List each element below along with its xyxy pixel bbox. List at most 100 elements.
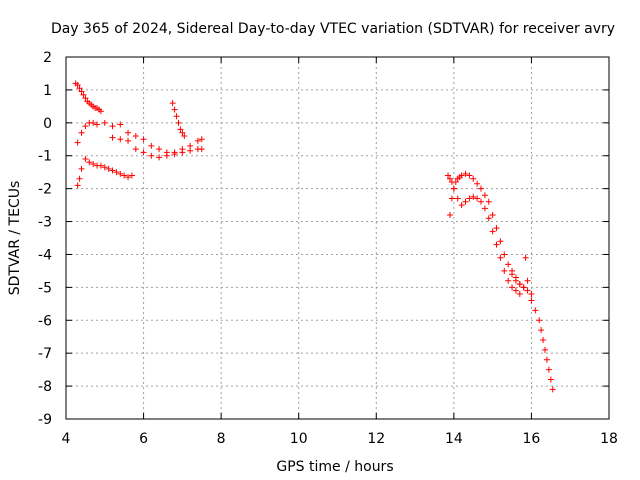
x-tick-label: 4: [62, 431, 71, 447]
data-point: [512, 274, 519, 281]
data-point: [194, 137, 201, 144]
data-point: [140, 149, 147, 156]
y-tick-label: -8: [38, 379, 52, 395]
y-tick-label: -4: [38, 247, 52, 263]
data-point: [524, 287, 531, 294]
data-point: [117, 170, 124, 177]
data-point: [117, 121, 124, 128]
data-point: [80, 91, 87, 98]
data-point: [109, 134, 116, 141]
data-points: [72, 80, 556, 393]
data-point: [179, 129, 186, 136]
data-point: [540, 337, 547, 344]
data-point: [97, 162, 104, 169]
data-point: [493, 225, 500, 232]
data-point: [169, 100, 176, 107]
data-point: [470, 193, 477, 200]
data-point: [520, 284, 527, 291]
data-point: [448, 179, 455, 186]
data-point: [140, 136, 147, 143]
data-series: [509, 254, 556, 393]
data-point: [462, 170, 469, 177]
x-tick-label: 16: [523, 431, 541, 447]
data-point: [171, 106, 178, 113]
data-point: [78, 165, 85, 172]
data-point: [448, 195, 455, 202]
data-series: [74, 119, 205, 158]
data-point: [538, 327, 545, 334]
data-point: [171, 149, 178, 156]
y-tick-label: -6: [38, 313, 52, 329]
data-point: [481, 192, 488, 199]
data-point: [148, 142, 155, 149]
data-point: [512, 287, 519, 294]
data-point: [522, 254, 529, 261]
y-tick-label: -7: [38, 346, 52, 362]
data-point: [82, 95, 89, 102]
data-point: [485, 215, 492, 222]
data-point: [97, 108, 104, 115]
data-point: [458, 172, 465, 179]
data-point: [78, 129, 85, 136]
data-point: [505, 277, 512, 284]
data-series: [445, 172, 523, 297]
data-point: [542, 346, 549, 353]
data-point: [86, 159, 93, 166]
plot-frame: [65, 56, 610, 420]
y-axis-ticks: 2 1 0 -1 -2 -3 -4 -5 -6 -7 -8 -9: [38, 50, 609, 428]
data-point: [156, 146, 163, 153]
y-tick-label: -2: [38, 182, 52, 198]
data-point: [549, 386, 556, 393]
data-point: [109, 123, 116, 130]
data-point: [198, 146, 205, 153]
data-point: [132, 146, 139, 153]
data-point: [497, 254, 504, 261]
data-point: [121, 172, 128, 179]
data-point: [82, 156, 89, 163]
data-point: [478, 185, 485, 192]
data-point: [509, 267, 516, 274]
data-point: [466, 172, 473, 179]
data-point: [90, 160, 97, 167]
data-point: [125, 137, 132, 144]
data-point: [74, 81, 81, 88]
data-point: [113, 169, 120, 176]
data-point: [536, 317, 543, 324]
data-point: [462, 198, 469, 205]
data-point: [175, 119, 182, 126]
data-point: [450, 185, 457, 192]
data-point: [156, 154, 163, 161]
data-point: [497, 238, 504, 245]
data-point: [177, 126, 184, 133]
data-point: [547, 376, 554, 383]
x-tick-label: 14: [445, 431, 463, 447]
data-point: [187, 142, 194, 149]
data-point: [76, 85, 83, 92]
data-point: [474, 195, 481, 202]
data-point: [125, 129, 132, 136]
data-point: [485, 198, 492, 205]
x-tick-label: 18: [600, 431, 618, 447]
data-point: [105, 165, 112, 172]
data-point: [117, 136, 124, 143]
x-tick-label: 6: [139, 431, 148, 447]
data-point: [173, 113, 180, 120]
data-point: [501, 267, 508, 274]
data-point: [505, 261, 512, 268]
data-point: [454, 195, 461, 202]
data-point: [509, 284, 516, 291]
data-point: [198, 136, 205, 143]
data-point: [101, 164, 108, 171]
y-tick-label: 1: [43, 83, 52, 99]
data-point: [128, 172, 135, 179]
y-tick-label: -5: [38, 280, 52, 296]
x-tick-label: 12: [367, 431, 385, 447]
x-axis-label: GPS time / hours: [276, 459, 393, 475]
data-point: [74, 139, 81, 146]
data-series: [109, 134, 205, 161]
grid: [66, 57, 609, 419]
data-point: [466, 195, 473, 202]
chart-title: Day 365 of 2024, Sidereal Day-to-day VTE…: [51, 21, 615, 37]
data-point: [179, 146, 186, 153]
